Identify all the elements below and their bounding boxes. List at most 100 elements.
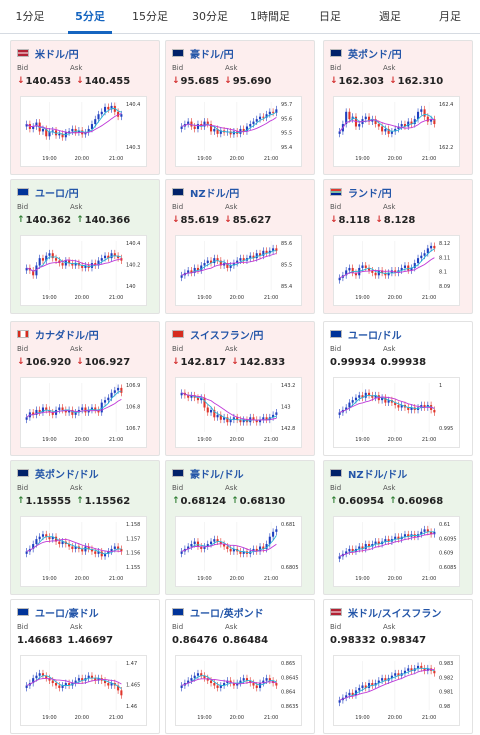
pair-name[interactable]: 米ドル/円 [35, 49, 79, 61]
candle [81, 678, 84, 681]
tab-4[interactable]: 1時間足 [250, 10, 290, 23]
pair-title[interactable]: 米ドル/円 [17, 45, 153, 61]
mini-chart[interactable]: 140.4 140.3 19:00 20:00 21:00 [20, 96, 147, 167]
pair-name[interactable]: 英ポンド/円 [348, 49, 402, 61]
up-arrow-icon: ↑ [231, 496, 239, 506]
pair-name[interactable]: 米ドル/スイスフラン [348, 608, 442, 620]
tab-3[interactable]: 30分足 [192, 10, 228, 23]
pair-title[interactable]: ランド/円 [330, 184, 466, 200]
pair-title[interactable]: 英ポンド/ドル [17, 465, 153, 481]
currency-card[interactable]: 英ポンド/円 Bid Ask ↓ 162.303 ↓ 162.310 162.4 16… [323, 40, 473, 175]
pair-title[interactable]: ユーロ/豪ドル [17, 604, 153, 620]
pair-name[interactable]: 豪ドル/円 [190, 49, 234, 61]
candle [209, 260, 213, 264]
pair-title[interactable]: 豪ドル/円 [172, 45, 308, 61]
mini-chart[interactable]: 1.47 1.465 1.46 19:00 20:00 21:00 [20, 655, 147, 726]
pair-title[interactable]: 豪ドル/ドル [172, 465, 308, 481]
candle [268, 250, 271, 254]
mini-chart[interactable]: 162.4 162.2 19:00 20:00 21:00 [333, 96, 460, 167]
currency-card[interactable]: 米ドル/スイスフラン Bid Ask 0.98332 0.98347 0.983… [323, 599, 473, 734]
candle [255, 253, 258, 259]
bid-value: 1.15555 [25, 495, 72, 507]
mini-chart[interactable]: 140.4 140.2 140 19:00 20:00 21:00 [20, 235, 147, 306]
pair-name[interactable]: スイスフラン/円 [190, 330, 264, 342]
pair-name[interactable]: ユーロ/ドル [348, 330, 402, 342]
candle [236, 260, 239, 264]
pair-name[interactable]: ユーロ/豪ドル [35, 608, 99, 620]
down-arrow-icon: ↓ [231, 357, 239, 367]
pair-title[interactable]: NZドル/円 [172, 184, 308, 200]
pair-name[interactable]: NZドル/ドル [348, 469, 408, 481]
tab-0[interactable]: 1分足 [15, 10, 45, 23]
currency-card[interactable]: ユーロ/豪ドル Bid Ask 1.46683 1.46697 1.47 1.46… [10, 599, 160, 734]
moving-average-line [339, 257, 435, 279]
currency-card[interactable]: ユーロ/ドル Bid Ask 0.99934 0.99938 1 0.995 19:… [323, 321, 473, 456]
candle [249, 255, 252, 259]
y-tick-label: 1.47 [126, 661, 137, 667]
mini-chart[interactable]: 106.9 106.8 106.7 19:00 20:00 21:00 [20, 377, 147, 448]
currency-card[interactable]: ユーロ/英ポンド Bid Ask 0.86476 0.86484 0.865 0.… [165, 599, 315, 734]
currency-card[interactable]: 英ポンド/ドル Bid Ask ↑ 1.15555 ↑ 1.15562 1.158 1… [10, 460, 160, 595]
currency-card[interactable]: 豪ドル/円 Bid Ask ↓ 95.685 ↓ 95.690 95.7 95.6 95… [165, 40, 315, 175]
down-arrow-icon: ↓ [375, 215, 383, 225]
tab-6[interactable]: 週足 [379, 10, 401, 23]
tab-1[interactable]: 5分足 [60, 0, 120, 34]
currency-card[interactable]: NZドル/ドル Bid Ask ↑ 0.60954 ↑ 0.60968 0.61 0.… [323, 460, 473, 595]
mini-chart[interactable]: 0.681 0.6805 19:00 20:00 21:00 [175, 516, 302, 587]
mini-chart[interactable]: 0.865 0.8645 0.864 0.8635 19:00 20:00 21:00 [175, 655, 302, 726]
currency-card[interactable]: カナダドル/円 Bid Ask ↓ 106.920 ↓ 106.927 106.9 1… [10, 321, 160, 456]
candle [54, 258, 58, 261]
nz-flag-icon [330, 469, 342, 477]
pair-title[interactable]: ユーロ/ドル [330, 326, 466, 342]
pair-name[interactable]: ランド/円 [348, 188, 392, 200]
pair-name[interactable]: NZドル/円 [190, 188, 240, 200]
ask-value: 0.99938 [380, 356, 427, 368]
mini-chart[interactable]: 1.158 1.157 1.156 1.155 19:00 20:00 21:00 [20, 516, 147, 587]
mini-chart[interactable]: 0.61 0.6095 0.609 0.6085 19:00 20:00 21:00 [333, 516, 460, 587]
pair-title[interactable]: カナダドル/円 [17, 326, 153, 342]
x-time-label: 19:00 [42, 576, 56, 582]
mini-chart[interactable]: 0.983 0.982 0.981 0.98 19:00 20:00 21:00 [333, 655, 460, 726]
candle [390, 131, 393, 134]
pair-title[interactable]: 米ドル/スイスフラン [330, 604, 466, 620]
currency-card[interactable]: スイスフラン/円 Bid Ask ↓ 142.817 ↓ 142.833 143.2… [165, 321, 315, 456]
mini-chart[interactable]: 85.6 85.5 85.4 19:00 20:00 21:00 [175, 235, 302, 306]
mini-chart[interactable]: 1 0.995 19:00 20:00 21:00 [333, 377, 460, 448]
mini-chart[interactable]: 143.2 143 142.8 19:00 20:00 21:00 [175, 377, 302, 448]
pair-name[interactable]: ユーロ/円 [35, 188, 79, 200]
pair-title[interactable]: スイスフラン/円 [172, 326, 308, 342]
candle [68, 131, 71, 133]
pair-title[interactable]: ユーロ/円 [17, 184, 153, 200]
currency-card[interactable]: NZドル/円 Bid Ask ↓ 85.619 ↓ 85.627 85.6 85.5 8… [165, 179, 315, 314]
candle [371, 683, 374, 686]
pair-title[interactable]: 英ポンド/円 [330, 45, 466, 61]
bid-label: Bid [172, 64, 184, 72]
pair-title[interactable]: ユーロ/英ポンド [172, 604, 308, 620]
mini-chart[interactable]: 95.7 95.6 95.5 95.4 19:00 20:00 21:00 [175, 96, 302, 167]
pair-title[interactable]: NZドル/ドル [330, 465, 466, 481]
ask-value: 85.627 [232, 214, 272, 226]
currency-card[interactable]: ランド/円 Bid Ask ↓ 8.118 ↓ 8.128 8.12 8.11 8.1 8… [323, 179, 473, 314]
currency-card[interactable]: 米ドル/円 Bid Ask ↓ 140.453 ↓ 140.455 140.4 140… [10, 40, 160, 175]
pair-name[interactable]: 豪ドル/ドル [190, 469, 244, 481]
us-flag-icon [330, 608, 342, 616]
tab-2[interactable]: 15分足 [132, 10, 168, 23]
candle [381, 397, 384, 401]
pair-name[interactable]: 英ポンド/ドル [35, 469, 99, 481]
candle [41, 673, 45, 676]
pair-name[interactable]: ユーロ/英ポンド [190, 608, 264, 620]
currency-card[interactable]: 豪ドル/ドル Bid Ask ↑ 0.68124 ↑ 0.68130 0.681 0.… [165, 460, 315, 595]
x-time-label: 20:00 [388, 576, 402, 582]
candle [203, 263, 206, 266]
candle [403, 534, 407, 537]
mini-chart[interactable]: 8.12 8.11 8.1 8.09 19:00 20:00 21:00 [333, 235, 460, 306]
candle [377, 270, 380, 276]
candle [94, 678, 97, 681]
prices: 1.46683 1.46697 [17, 633, 153, 647]
tab-7[interactable]: 月足 [439, 10, 461, 23]
pair-name[interactable]: カナダドル/円 [35, 330, 99, 342]
candle [187, 546, 190, 549]
candle [90, 407, 94, 410]
currency-card[interactable]: ユーロ/円 Bid Ask ↑ 140.362 ↑ 140.366 140.4 140… [10, 179, 160, 314]
tab-5[interactable]: 日足 [319, 10, 341, 23]
